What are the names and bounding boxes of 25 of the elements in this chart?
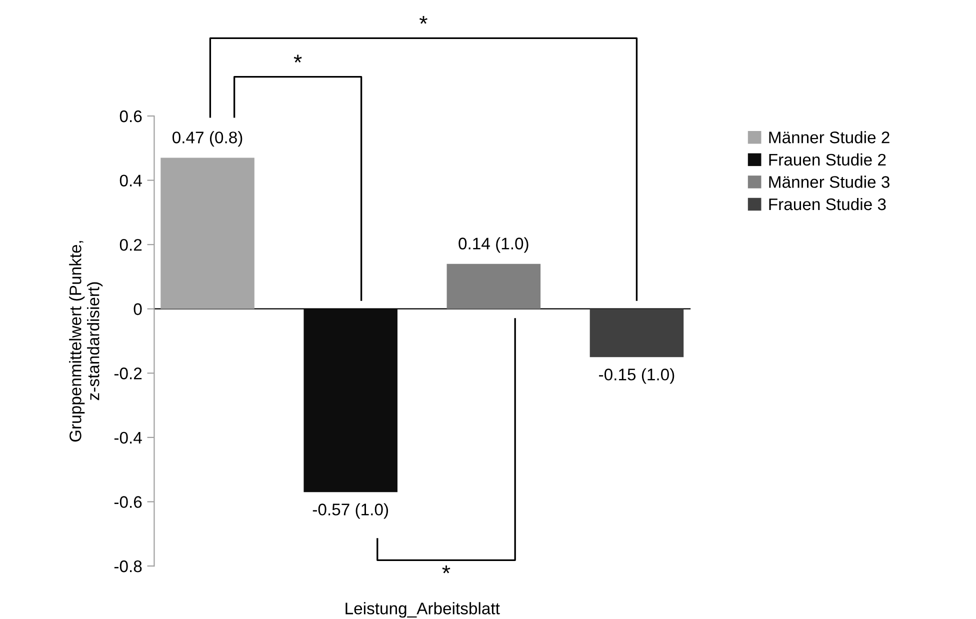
y-tick-label: -0.6 (114, 496, 142, 508)
annotation: * (442, 565, 450, 574)
legend-label: Frauen Studie 2 (769, 153, 886, 166)
data-label: -0.57 (1.0) (312, 503, 388, 519)
y-tick-label: 0.6 (120, 110, 142, 122)
bar (590, 308, 684, 358)
legend-label: Männer Studie 2 (769, 131, 890, 144)
y-tick-label: -0.2 (114, 368, 142, 380)
text: * (294, 54, 302, 62)
bar (446, 264, 541, 309)
legend-label: Frauen Studie 3 (769, 198, 886, 210)
data-label: 0.47 (0.8) (172, 131, 242, 147)
data-label: 0.14 (1.0) (458, 237, 528, 253)
bar (304, 308, 398, 492)
y-tick-label: 0.4 (120, 174, 142, 186)
legend-label: Männer Studie 3 (769, 176, 890, 188)
text: * (419, 16, 428, 24)
bar (160, 158, 254, 309)
x-tick-label: Leistung_Arbeitsblatt (346, 602, 500, 618)
y-tick-label: 0.2 (120, 238, 142, 251)
y-tick-label: -0.8 (114, 560, 142, 572)
y-tick-label: -0.4 (114, 432, 142, 444)
y-tick-label: 0 (134, 303, 142, 316)
y-axis-title: Gruppenmittelwert (Punkte, z-standardisiert) (69, 241, 103, 442)
data-label: -0.15 (1.0) (599, 368, 674, 384)
